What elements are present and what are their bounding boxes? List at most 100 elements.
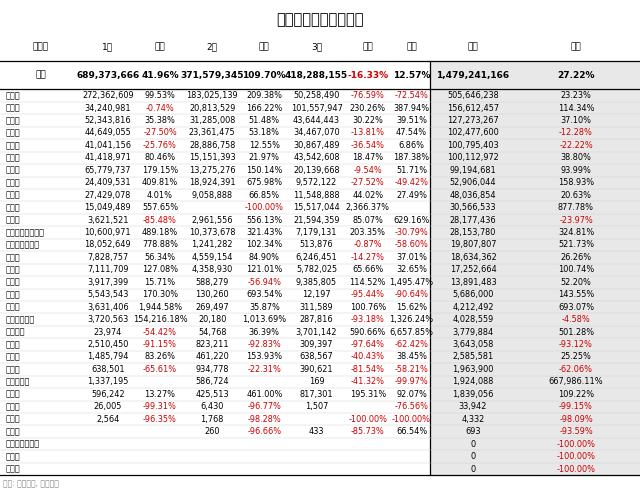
Text: 877.78%: 877.78% <box>558 203 594 212</box>
Text: 西藏自治区: 西藏自治区 <box>5 377 29 386</box>
Text: -90.64%: -90.64% <box>394 290 429 299</box>
Text: -58.21%: -58.21% <box>395 365 428 374</box>
Text: 588,279: 588,279 <box>195 278 229 287</box>
Text: 38.45%: 38.45% <box>396 353 427 362</box>
Text: 4,358,930: 4,358,930 <box>191 265 233 274</box>
Text: 36.39%: 36.39% <box>249 328 280 336</box>
Text: -23.97%: -23.97% <box>559 215 593 225</box>
Text: 170.30%: 170.30% <box>142 290 178 299</box>
Text: -12.28%: -12.28% <box>559 128 593 137</box>
Text: 一季度各省份出口情况: 一季度各省份出口情况 <box>276 12 364 27</box>
Text: 2,510,450: 2,510,450 <box>87 340 129 349</box>
Text: 3,621,521: 3,621,521 <box>87 215 129 225</box>
Text: 52,906,044: 52,906,044 <box>450 178 496 187</box>
Text: 461,220: 461,220 <box>195 353 229 362</box>
Text: -14.27%: -14.27% <box>351 253 385 262</box>
Text: 12.57%: 12.57% <box>393 71 430 80</box>
Text: 166.22%: 166.22% <box>246 104 282 113</box>
Text: 吉林省: 吉林省 <box>5 427 20 436</box>
Text: 56.34%: 56.34% <box>145 253 175 262</box>
Text: 来源: 中国海关, 厨卫资讯: 来源: 中国海关, 厨卫资讯 <box>3 479 59 488</box>
Text: 34,467,070: 34,467,070 <box>293 128 340 137</box>
Text: 2,961,556: 2,961,556 <box>191 215 233 225</box>
Text: 环比: 环比 <box>406 42 417 51</box>
Text: 2,564: 2,564 <box>96 415 120 424</box>
Text: -22.22%: -22.22% <box>559 141 593 150</box>
Text: 230.26%: 230.26% <box>349 104 386 113</box>
Text: -0.87%: -0.87% <box>353 241 382 249</box>
Text: 上海市: 上海市 <box>5 265 20 274</box>
Text: 23,974: 23,974 <box>93 328 122 336</box>
Text: -100.00%: -100.00% <box>348 415 387 424</box>
Text: 154,216.18%: 154,216.18% <box>132 315 188 324</box>
Text: 150.14%: 150.14% <box>246 166 282 175</box>
Text: 109.22%: 109.22% <box>558 390 594 399</box>
Text: 31,285,008: 31,285,008 <box>189 116 236 125</box>
Text: 12.55%: 12.55% <box>249 141 280 150</box>
Text: 0: 0 <box>470 452 476 461</box>
Text: 38.80%: 38.80% <box>561 153 591 163</box>
Text: 同比: 同比 <box>259 42 269 51</box>
Text: -96.77%: -96.77% <box>248 402 281 412</box>
Text: 934,778: 934,778 <box>195 365 229 374</box>
Text: 17,252,664: 17,252,664 <box>449 265 497 274</box>
Text: 陕西省: 陕西省 <box>5 303 20 312</box>
Text: 53.18%: 53.18% <box>249 128 280 137</box>
Text: 天津市: 天津市 <box>5 353 20 362</box>
Text: 83.26%: 83.26% <box>145 353 175 362</box>
Text: 总计: 总计 <box>35 71 46 80</box>
Text: 1,507: 1,507 <box>305 402 328 412</box>
Text: 5,686,000: 5,686,000 <box>452 290 493 299</box>
Text: 4,028,559: 4,028,559 <box>452 315 493 324</box>
Text: 169: 169 <box>308 377 324 386</box>
Text: 4,212,492: 4,212,492 <box>452 303 493 312</box>
Text: -100.00%: -100.00% <box>557 440 595 449</box>
Text: 287,816: 287,816 <box>300 315 333 324</box>
Text: 47.54%: 47.54% <box>396 128 427 137</box>
Text: 宁夏回族自治区: 宁夏回族自治区 <box>5 440 39 449</box>
Text: 3,643,058: 3,643,058 <box>452 340 493 349</box>
Text: 1月: 1月 <box>102 42 113 51</box>
Text: 30.22%: 30.22% <box>352 116 383 125</box>
Text: 92.07%: 92.07% <box>396 390 427 399</box>
Text: 41,041,156: 41,041,156 <box>84 141 131 150</box>
Text: 6,430: 6,430 <box>200 402 224 412</box>
Text: 371,579,345: 371,579,345 <box>180 71 244 80</box>
Text: 101,557,947: 101,557,947 <box>291 104 342 113</box>
Text: 44.02%: 44.02% <box>352 191 383 200</box>
Text: 1,337,195: 1,337,195 <box>87 377 129 386</box>
Text: 广东省: 广东省 <box>5 91 20 100</box>
Text: 1,013.69%: 1,013.69% <box>243 315 286 324</box>
Text: 39.51%: 39.51% <box>396 116 427 125</box>
Text: 7,111,709: 7,111,709 <box>87 265 129 274</box>
Text: 489.18%: 489.18% <box>142 228 178 237</box>
Text: 2月: 2月 <box>207 42 218 51</box>
Text: -99.15%: -99.15% <box>559 402 593 412</box>
Text: 变动: 变动 <box>571 42 581 51</box>
Text: 7,828,757: 7,828,757 <box>87 253 129 262</box>
Text: -91.15%: -91.15% <box>143 340 177 349</box>
Text: 重庆市: 重庆市 <box>5 215 20 225</box>
Text: 84.90%: 84.90% <box>249 253 280 262</box>
Text: 100,795,403: 100,795,403 <box>447 141 499 150</box>
Text: -54.42%: -54.42% <box>143 328 177 336</box>
Text: -93.12%: -93.12% <box>559 340 593 349</box>
Text: 25.25%: 25.25% <box>561 353 591 362</box>
Text: 43,542,608: 43,542,608 <box>293 153 340 163</box>
Text: 1,495.47%: 1,495.47% <box>390 278 433 287</box>
Text: 3,631,406: 3,631,406 <box>87 303 129 312</box>
Text: -97.64%: -97.64% <box>351 340 385 349</box>
Text: 390,621: 390,621 <box>300 365 333 374</box>
Text: 309,397: 309,397 <box>300 340 333 349</box>
Text: 28,177,436: 28,177,436 <box>450 215 496 225</box>
Text: 158.93%: 158.93% <box>558 178 594 187</box>
Text: 114.34%: 114.34% <box>557 104 595 113</box>
Text: -25.76%: -25.76% <box>143 141 177 150</box>
Text: 北京市: 北京市 <box>5 365 20 374</box>
Text: 99,194,681: 99,194,681 <box>449 166 497 175</box>
Text: 41,418,971: 41,418,971 <box>84 153 131 163</box>
Text: 35.87%: 35.87% <box>249 303 280 312</box>
Text: -62.06%: -62.06% <box>559 365 593 374</box>
Text: -76.59%: -76.59% <box>351 91 385 100</box>
Text: 66.54%: 66.54% <box>396 427 427 436</box>
